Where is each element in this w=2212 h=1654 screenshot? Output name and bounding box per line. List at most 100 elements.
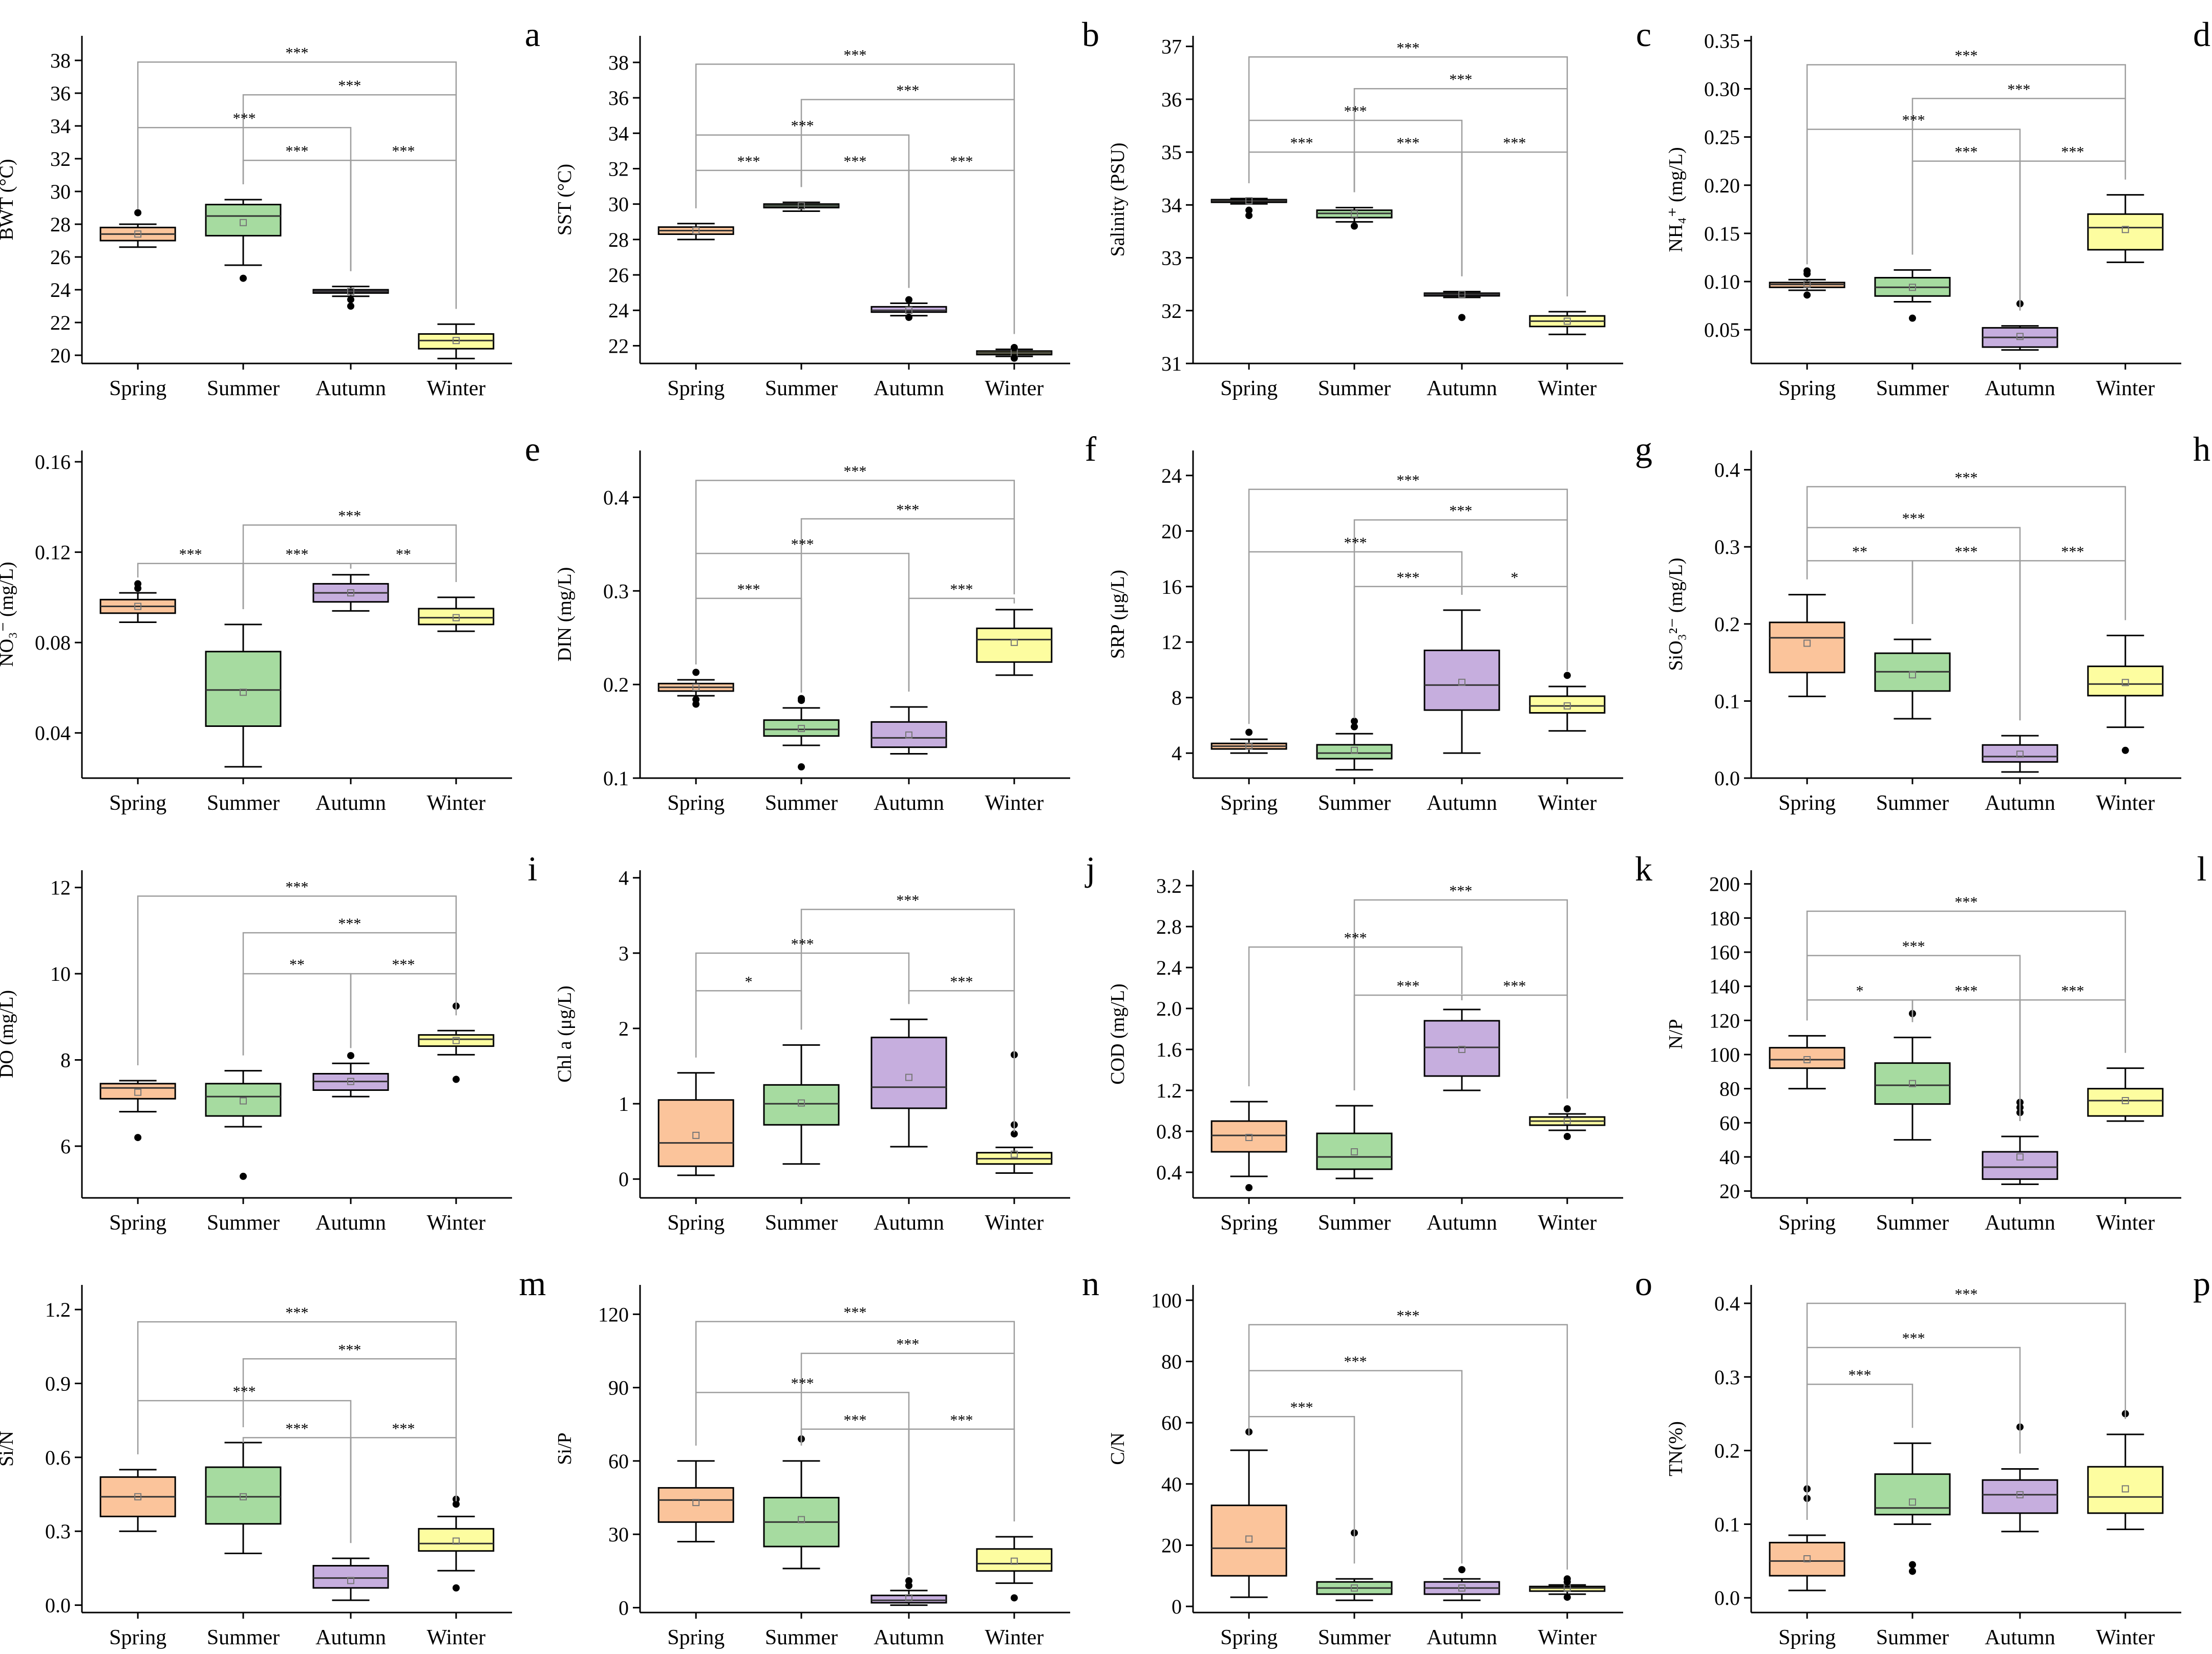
x-category-label: Winter <box>2096 1211 2155 1235</box>
mean-marker <box>1010 638 1018 646</box>
outlier-point <box>1010 1130 1018 1137</box>
panel-letter: p <box>2193 1264 2210 1303</box>
x-category-label: Summer <box>1876 1626 1949 1649</box>
panel-letter: b <box>1082 15 1099 54</box>
x-category-label: Summer <box>1876 1211 1949 1235</box>
y-axis-label: NO₃⁻ (mg/L) <box>0 562 17 667</box>
mean-marker <box>1803 1056 1811 1063</box>
x-category-label: Spring <box>1778 1626 1836 1649</box>
panel-j: 0 1 2 3 4 Spring Summer Autumn Winter Chl a (μg/L… <box>554 849 1095 1235</box>
x-category-label: Autumn <box>1427 377 1497 400</box>
x-category-label: Autumn <box>874 377 944 400</box>
y-tick-label: 30 <box>608 193 629 216</box>
panel-letter: g <box>1635 429 1652 468</box>
significance-bracket <box>908 990 1015 1132</box>
mean-marker <box>347 1577 354 1584</box>
box-summer <box>763 719 840 737</box>
outlier-point <box>1351 222 1358 230</box>
y-tick-label: 22 <box>50 311 71 334</box>
mean-marker <box>1245 197 1253 205</box>
mean-marker <box>134 1493 142 1500</box>
y-tick-label: 0.10 <box>1704 270 1740 293</box>
significance-label: *** <box>338 1341 361 1358</box>
significance-label: *** <box>2007 81 2030 98</box>
y-tick-label: 34 <box>608 122 629 145</box>
x-category-label: Winter <box>985 1211 1044 1235</box>
y-axis-label: SiO₃²⁻ (mg/L) <box>1665 558 1687 671</box>
significance-bracket <box>1248 1370 1463 1564</box>
mean-marker <box>1803 281 1811 288</box>
y-tick-label: 0.8 <box>1156 1120 1182 1143</box>
y-axis-label: DO (mg/L) <box>0 990 17 1078</box>
y-tick-label: 35 <box>1161 141 1182 164</box>
panel-a: 20 22 24 26 28 30 32 34 36 38 Spring Summer Autumn Wi… <box>0 15 540 400</box>
panel-letter: i <box>528 849 538 888</box>
mean-marker <box>692 683 700 691</box>
significance-label: *** <box>1449 503 1472 520</box>
significance-label: *** <box>844 463 867 480</box>
y-tick-label: 3 <box>619 942 629 965</box>
y-axis-label: NH₄⁺ (mg/L) <box>1665 147 1687 252</box>
significance-bracket <box>908 597 1015 692</box>
y-tick-label: 0.05 <box>1704 318 1740 341</box>
panel-f: 0.1 0.2 0.3 0.4 Spring Summer Autumn Winter DIN … <box>554 429 1097 815</box>
significance-label: *** <box>737 581 760 598</box>
outlier-point <box>1245 728 1253 736</box>
outlier-point <box>692 669 700 676</box>
box-summer <box>205 1083 282 1117</box>
y-tick-label: 32 <box>608 157 629 180</box>
y-tick-label: 1.2 <box>1156 1079 1182 1102</box>
mean-marker <box>905 731 912 739</box>
x-category-label: Summer <box>207 1626 280 1649</box>
y-tick-label: 60 <box>1719 1111 1740 1134</box>
panel-g: 4 8 12 16 20 24 Spring Summer Autumn Winter SRP (μ… <box>1107 429 1652 815</box>
significance-label: *** <box>737 153 760 170</box>
significance-label: *** <box>1449 71 1472 88</box>
significance-label: *** <box>1503 978 1526 995</box>
x-category-label: Summer <box>1318 791 1391 815</box>
outlier-point <box>1458 1566 1465 1574</box>
mean-marker <box>1458 290 1465 298</box>
y-tick-label: 200 <box>1709 873 1740 896</box>
y-tick-label: 0.0 <box>1714 767 1740 790</box>
y-tick-label: 0.15 <box>1704 222 1740 245</box>
significance-label: * <box>745 973 753 990</box>
x-category-label: Spring <box>667 791 725 815</box>
panel-i: 6 8 10 12 Spring Summer Autumn Winter DO (mg/L) i… <box>0 849 537 1235</box>
significance-label: *** <box>1955 47 1978 64</box>
y-tick-label: 16 <box>1161 575 1182 598</box>
significance-bracket <box>695 480 1015 664</box>
mean-marker <box>1458 678 1465 686</box>
outlier-point <box>905 1582 912 1589</box>
y-tick-label: 10 <box>50 962 71 985</box>
y-tick-label: 31 <box>1161 352 1182 375</box>
y-tick-label: 160 <box>1709 941 1740 964</box>
y-tick-label: 36 <box>50 82 71 105</box>
significance-bracket <box>1461 994 1568 1099</box>
box-summer <box>205 204 282 237</box>
x-category-label: Spring <box>109 1211 166 1235</box>
outlier-point <box>1563 1133 1571 1140</box>
x-category-label: Winter <box>427 377 485 400</box>
box-winter <box>418 333 495 350</box>
outlier-point <box>798 697 805 704</box>
significance-bracket <box>1248 119 1463 276</box>
significance-label: *** <box>1344 103 1367 120</box>
x-category-label: Summer <box>1318 377 1391 400</box>
x-category-label: Autumn <box>315 1626 386 1649</box>
y-tick-label: 0.2 <box>603 673 629 696</box>
significance-label: *** <box>1902 112 1925 129</box>
significance-bracket <box>1806 910 2126 1053</box>
x-category-label: Spring <box>1220 791 1278 815</box>
y-tick-label: 3.2 <box>1156 874 1182 897</box>
significance-bracket <box>695 63 1015 334</box>
mean-marker <box>2121 679 2129 686</box>
mean-marker <box>1458 1584 1465 1592</box>
mean-marker <box>1909 1498 1916 1506</box>
box-spring <box>1769 1047 1845 1069</box>
significance-label: *** <box>844 47 867 63</box>
box-winter <box>418 1528 495 1552</box>
y-tick-label: 34 <box>1161 194 1182 217</box>
significance-bracket <box>242 1358 457 1501</box>
